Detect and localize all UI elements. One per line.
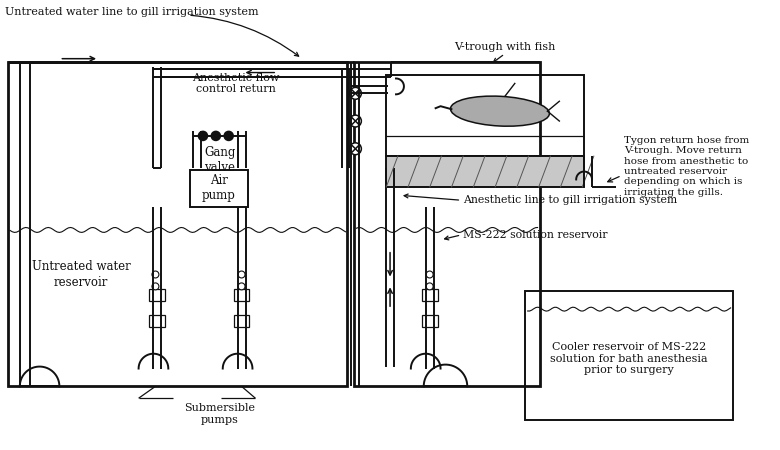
Circle shape <box>426 271 433 278</box>
Circle shape <box>349 143 361 155</box>
Bar <box>386 156 584 187</box>
Circle shape <box>198 131 207 140</box>
Circle shape <box>426 283 433 290</box>
Text: Air
pump: Air pump <box>202 174 236 202</box>
Text: MS-222 solution reservoir: MS-222 solution reservoir <box>463 230 608 240</box>
Text: Tygon return hose from
V-trough. Move return
hose from anesthetic to
untreated r: Tygon return hose from V-trough. Move re… <box>624 136 749 197</box>
Text: V-trough with fish: V-trough with fish <box>454 42 555 52</box>
Bar <box>354 62 540 387</box>
Text: Gang
valve: Gang valve <box>204 146 236 174</box>
Bar <box>525 291 732 420</box>
Text: Untreated water
reservoir: Untreated water reservoir <box>32 261 130 288</box>
Circle shape <box>238 271 245 278</box>
Text: Untreated water line to gill irrigation system: Untreated water line to gill irrigation … <box>5 7 259 17</box>
Circle shape <box>238 283 245 290</box>
Bar <box>150 289 165 301</box>
Text: Submersible
pumps: Submersible pumps <box>184 403 255 425</box>
Circle shape <box>349 115 361 127</box>
Circle shape <box>224 131 233 140</box>
Circle shape <box>211 131 220 140</box>
Circle shape <box>152 283 159 290</box>
Bar <box>422 289 438 301</box>
Ellipse shape <box>451 96 549 126</box>
Bar <box>150 315 165 327</box>
Circle shape <box>152 271 159 278</box>
Text: Cooler reservoir of MS-222
solution for bath anesthesia
prior to surgery: Cooler reservoir of MS-222 solution for … <box>550 342 707 375</box>
Bar <box>422 315 438 327</box>
Bar <box>190 170 247 207</box>
Text: Anesthetic flow
control return: Anesthetic flow control return <box>192 73 279 94</box>
Text: Anesthetic line to gill irrigation system: Anesthetic line to gill irrigation syste… <box>463 195 678 205</box>
Bar <box>234 315 250 327</box>
Bar <box>8 62 348 387</box>
Circle shape <box>349 87 361 99</box>
Bar <box>234 289 250 301</box>
Bar <box>386 75 584 156</box>
